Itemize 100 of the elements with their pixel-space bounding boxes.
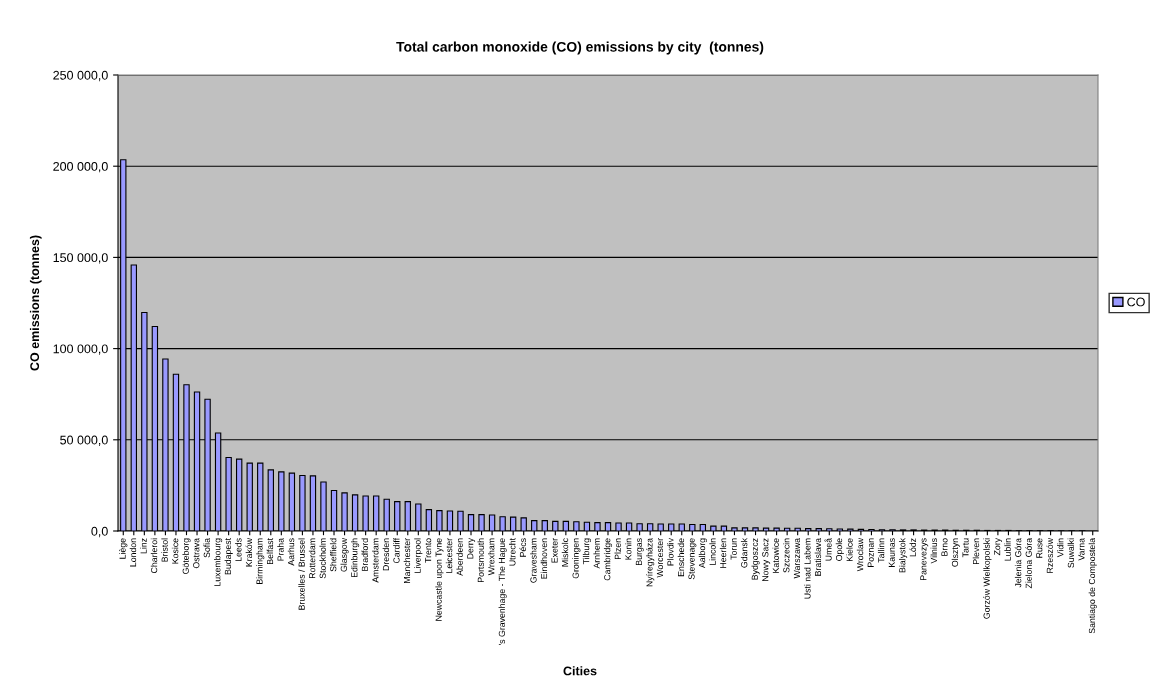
x-tick-label: Cardiff bbox=[393, 537, 400, 564]
x-tick-label: Charleroi bbox=[150, 538, 158, 573]
x-tick-label: Aberdeen bbox=[456, 538, 463, 576]
x-tick-label: Leeds bbox=[235, 538, 242, 562]
x-tick-label: Wroclaw bbox=[856, 537, 864, 572]
x-tick-label: Liverpool bbox=[414, 538, 423, 573]
x-tick-label: Stevenage bbox=[688, 538, 697, 580]
chart-title: Total carbon monoxide (CO) emissions by city (tonnes) bbox=[396, 41, 764, 55]
x-tick-label: 's Gravenhage - The Hague bbox=[498, 538, 507, 646]
x-tick-label: Trento bbox=[425, 538, 432, 563]
x-tick-label: Usti nad Labem bbox=[804, 538, 811, 599]
x-axis-title: Cities bbox=[563, 666, 597, 676]
x-tick-label: Miskolc bbox=[561, 538, 569, 567]
x-tick-label: Linz bbox=[140, 538, 147, 554]
x-tick-label: Derry bbox=[467, 537, 476, 559]
x-tick-label: Utrecht bbox=[509, 538, 516, 566]
x-tick-label: Gravesham bbox=[530, 538, 537, 583]
y-tick-label: 200 000,0 bbox=[53, 162, 108, 173]
x-tick-label: Lincoln bbox=[709, 538, 716, 565]
x-tick-label: Manchester bbox=[403, 538, 411, 583]
x-tick-label: Gdansk bbox=[740, 537, 748, 568]
x-tick-label: Rzeszów bbox=[1046, 537, 1053, 573]
x-tick-label: Brno bbox=[941, 538, 948, 556]
y-tick-label: 100 000,0 bbox=[53, 344, 108, 355]
x-tick-label: London bbox=[129, 538, 137, 567]
x-tick-label: Panevezys bbox=[920, 538, 929, 581]
x-tick-label: Eindhoven bbox=[540, 538, 548, 579]
x-tick-label: Worcester bbox=[656, 538, 664, 578]
x-tick-label: Plzen bbox=[614, 538, 621, 560]
x-tick-label: Wrexham bbox=[488, 538, 495, 576]
x-tick-label: Amsterdam bbox=[372, 538, 379, 583]
x-tick-label: Plovdiv bbox=[667, 537, 674, 566]
x-tick-label: Zielona Góra bbox=[1025, 537, 1032, 589]
x-tick-label: Tilburg bbox=[582, 538, 591, 565]
x-tick-label: Liège bbox=[119, 538, 128, 559]
y-tick-label: 0,0 bbox=[91, 526, 108, 538]
x-tick-label: Katowice bbox=[772, 538, 779, 573]
x-tick-label: Belfast bbox=[266, 538, 274, 564]
x-tick-label: Olsztyn bbox=[951, 538, 960, 567]
x-tick-label: Zory bbox=[994, 537, 1002, 556]
x-tick-label: Santiago de Compostela bbox=[1088, 537, 1097, 634]
x-tick-label: Budapest bbox=[224, 538, 233, 575]
x-tick-label: Ruse bbox=[1036, 538, 1043, 558]
x-tick-label: Burgas bbox=[635, 538, 644, 565]
x-tick-label: Bydgoszcz bbox=[751, 538, 760, 580]
x-tick-label: Dresden bbox=[382, 538, 390, 571]
x-tick-label: Lódz bbox=[909, 538, 916, 557]
x-tick-label: Aalborg bbox=[698, 538, 707, 569]
x-tick-label: Jelenia Góra bbox=[1014, 537, 1022, 588]
x-tick-label: Heerlen bbox=[719, 538, 727, 568]
x-tick-label: Vidin bbox=[1057, 538, 1064, 558]
x-tick-label: Groningen bbox=[572, 538, 581, 579]
x-tick-label: Aarhus bbox=[287, 538, 295, 566]
x-tick-label: Sofia bbox=[203, 537, 210, 558]
x-tick-label: Ostrava bbox=[193, 537, 200, 569]
x-tick-label: Göteborg bbox=[182, 538, 191, 574]
x-tick-label: Arnhem bbox=[593, 538, 600, 569]
x-tick-label: Birmingham bbox=[256, 538, 265, 584]
x-tick-label: Bristol bbox=[161, 538, 168, 562]
x-tick-label: Vilnius bbox=[930, 538, 938, 564]
y-axis-title: CO emissions (tonnes) bbox=[29, 235, 42, 371]
x-tick-label: Poznan bbox=[867, 538, 874, 567]
x-tick-label: Enschede bbox=[677, 538, 685, 577]
x-tick-label: Kaunas bbox=[888, 538, 895, 567]
x-tick-label: Warszawa bbox=[793, 537, 801, 579]
y-tick-label: 250 000,0 bbox=[53, 70, 108, 82]
x-tick-label: Konin bbox=[625, 538, 632, 560]
x-tick-label: Edinburgh bbox=[351, 538, 360, 578]
x-tick-label: Nowy Sacz bbox=[762, 538, 771, 581]
x-tick-label: Sheffield bbox=[329, 538, 337, 572]
x-tick-label: Suwalki bbox=[1067, 538, 1074, 568]
y-tick-label: 150 000,0 bbox=[53, 253, 108, 264]
x-tick-label: Tartu bbox=[962, 538, 969, 558]
legend-label: CO bbox=[1127, 297, 1145, 307]
x-tick-label: Kraków bbox=[245, 537, 253, 567]
x-tick-label: Kosice bbox=[171, 538, 179, 564]
x-tick-label: Pécs bbox=[519, 538, 527, 557]
x-tick-label: Stockholm bbox=[319, 538, 326, 579]
x-tick-label: Newcastle upon Tyne bbox=[435, 538, 444, 621]
x-tick-label: Lublin bbox=[1004, 538, 1011, 561]
x-tick-label: Rotterdam bbox=[308, 538, 316, 579]
x-tick-label: Tallinn bbox=[877, 538, 885, 563]
x-tick-label: Kielce bbox=[846, 538, 853, 562]
x-tick-label: Torun bbox=[730, 538, 737, 560]
x-tick-label: Portsmouth bbox=[477, 538, 484, 582]
x-tick-label: Glasgow bbox=[340, 537, 349, 572]
x-tick-label: Umeå bbox=[824, 537, 832, 561]
x-tick-label: Gorzów Wielkopolski bbox=[983, 538, 992, 619]
x-tick-label: Leicester bbox=[445, 538, 453, 573]
x-tick-label: Bradford bbox=[361, 538, 368, 571]
y-tick-label: 50 000,0 bbox=[60, 435, 108, 446]
x-tick-label: Bialystok bbox=[898, 537, 908, 573]
x-tick-label: Praha bbox=[277, 537, 284, 561]
x-tick-label: Cambridge bbox=[603, 538, 613, 581]
x-tick-label: Pleven bbox=[972, 538, 980, 564]
x-tick-label: Luxembourg bbox=[214, 538, 223, 586]
x-tick-label: Szczecin bbox=[783, 538, 790, 573]
x-tick-label: Opole bbox=[835, 538, 844, 561]
x-tick-label: Varna bbox=[1078, 537, 1085, 561]
x-tick-label: Exeter bbox=[551, 538, 558, 563]
